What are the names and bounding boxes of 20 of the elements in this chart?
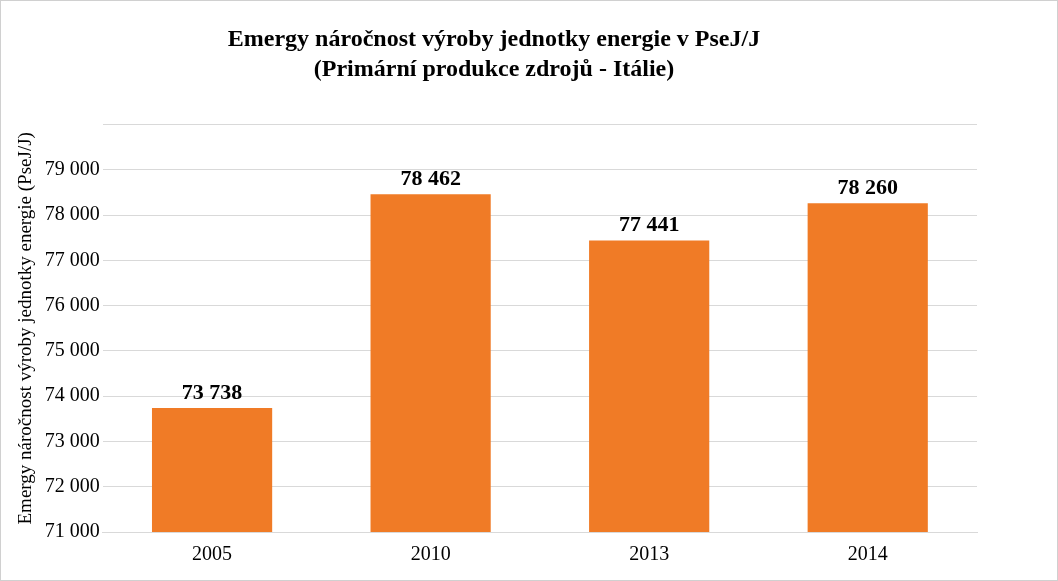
y-tick-label: 79 000	[44, 157, 100, 180]
y-tick-label: 73 000	[44, 428, 100, 451]
data-label: 73 738	[181, 378, 243, 404]
y-axis-title: Emergy náročnost výroby jednotky energie (PseJ/J)	[14, 132, 37, 525]
y-tick-label: 76 000	[44, 292, 100, 315]
x-tick-label: 2013	[629, 542, 670, 565]
chart-title: Emergy náročnost výroby jednotky energie v PseJ/J	[227, 24, 761, 51]
x-tick-label: 2014	[847, 542, 888, 565]
data-label: 77 441	[618, 211, 680, 237]
chart-subtitle: (Primární produkce zdrojů - Itálie)	[313, 55, 675, 82]
data-label: 78 260	[837, 174, 898, 200]
y-tick-label: 71 000	[44, 519, 100, 542]
data-label: 78 462	[400, 164, 461, 190]
y-tick-label: 78 000	[44, 202, 100, 225]
y-tick-label: 75 000	[44, 338, 100, 361]
x-tick-label: 2010	[410, 542, 451, 565]
y-tick-label: 74 000	[44, 383, 100, 406]
x-tick-label: 2005	[192, 542, 233, 565]
y-tick-label: 77 000	[44, 247, 100, 270]
y-tick-label: 72 000	[44, 473, 100, 496]
